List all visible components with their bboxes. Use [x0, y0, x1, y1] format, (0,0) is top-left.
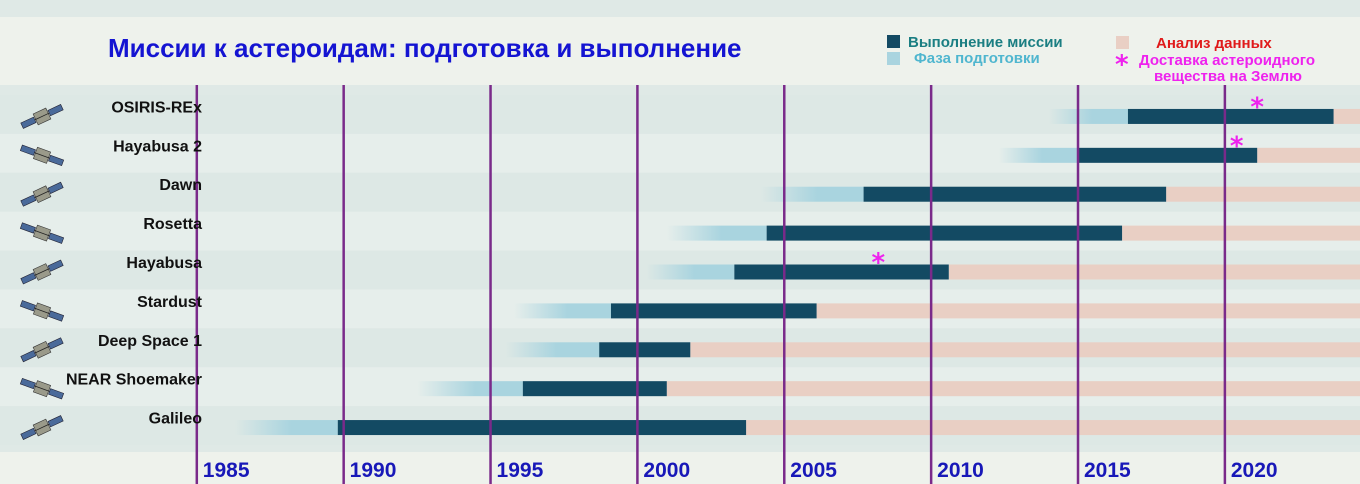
delivery-marker: * [1230, 131, 1244, 161]
delivery-markers-layer: *** [871, 92, 1264, 278]
legend-swatch-prep [887, 52, 900, 65]
legend-label-delivery-1: Доставка астероидного [1139, 52, 1315, 69]
year-tick-label: 2005 [790, 459, 837, 482]
mission-label: NEAR Shoemaker [66, 372, 202, 389]
mission-label: Galileo [149, 411, 203, 428]
header-band [0, 17, 1360, 85]
mission-label: Deep Space 1 [98, 333, 202, 350]
analysis-bar [816, 303, 1360, 319]
prep-bar [760, 186, 864, 202]
mission-bar [1127, 108, 1334, 124]
analysis-bar [746, 420, 1360, 436]
prep-bar [505, 342, 600, 358]
year-tick-label: 2010 [937, 459, 984, 482]
satellite-icon [20, 415, 64, 440]
legend-swatch-analysis [1116, 36, 1129, 49]
year-tick-label: 1990 [350, 459, 397, 482]
satellite-icon [19, 377, 65, 400]
satellite-icon [20, 337, 64, 363]
analysis-bar [1333, 108, 1360, 124]
prep-bar [646, 264, 735, 280]
mission-label: Dawn [159, 177, 202, 194]
delivery-marker: * [1250, 92, 1264, 122]
analysis-bar [1122, 225, 1360, 241]
mission-label: OSIRIS-REx [111, 99, 202, 116]
analysis-bar [666, 381, 1360, 397]
mission-icons-layer [19, 104, 65, 440]
year-tick-label: 1985 [203, 459, 250, 482]
axis-band [0, 452, 1360, 484]
satellite-icon [19, 300, 65, 322]
analysis-bar [1257, 147, 1360, 163]
satellite-icon [19, 144, 65, 167]
prep-bar [234, 420, 338, 436]
mission-bar [599, 342, 691, 358]
analysis-bar [690, 342, 1360, 358]
chart-title: Миссии к астероидам: подготовка и выполн… [108, 33, 742, 63]
mission-bar [863, 186, 1167, 202]
legend-label-analysis: Анализ данных [1156, 35, 1272, 52]
legend: Выполнение миссии Фаза подготовки Анализ… [887, 34, 1315, 85]
analysis-bar [1166, 186, 1360, 202]
legend-label-mission: Выполнение миссии [908, 34, 1063, 51]
year-tick-label: 2015 [1084, 459, 1131, 482]
mission-label: Stardust [137, 294, 203, 311]
satellite-icon [20, 259, 64, 285]
prep-bar [1048, 108, 1128, 124]
mission-label: Hayabusa [126, 255, 202, 272]
satellite-icon [20, 181, 64, 207]
satellite-icon [20, 104, 64, 129]
mission-labels-layer: OSIRIS-REx Hayabusa 2 Dawn Rosetta Hayabusa S… [66, 99, 203, 427]
mission-bar [522, 381, 667, 397]
year-tick-label: 1995 [497, 459, 544, 482]
legend-label-delivery-2: вещества на Землю [1154, 68, 1302, 85]
mission-label: Hayabusa 2 [113, 138, 202, 155]
legend-label-prep: Фаза подготовки [914, 50, 1040, 67]
bars-layer [234, 108, 1360, 436]
mission-bar [610, 303, 817, 319]
prep-bar [417, 381, 523, 397]
prep-bar [998, 147, 1079, 163]
mission-bar [766, 225, 1123, 241]
satellite-icon [19, 222, 65, 244]
mission-bar [1078, 147, 1258, 163]
year-labels-layer: 1985 1990 1995 2000 2005 2010 2015 2020 [203, 459, 1278, 482]
mission-label: Rosetta [143, 216, 202, 233]
analysis-bar [948, 264, 1360, 280]
gridlines-layer [195, 85, 1227, 484]
year-tick-label: 2000 [643, 459, 690, 482]
year-tick-label: 2020 [1231, 459, 1278, 482]
delivery-marker: * [871, 248, 885, 278]
legend-delivery-star: * [1115, 50, 1129, 80]
mission-bar [734, 264, 949, 280]
legend-swatch-mission [887, 35, 900, 48]
prep-bar [514, 303, 611, 319]
prep-bar [666, 225, 767, 241]
mission-bar [337, 420, 747, 436]
